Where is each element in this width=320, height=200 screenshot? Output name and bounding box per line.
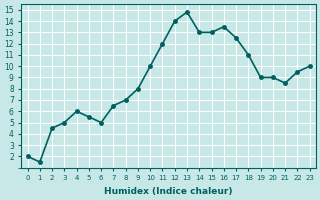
X-axis label: Humidex (Indice chaleur): Humidex (Indice chaleur) bbox=[104, 187, 233, 196]
